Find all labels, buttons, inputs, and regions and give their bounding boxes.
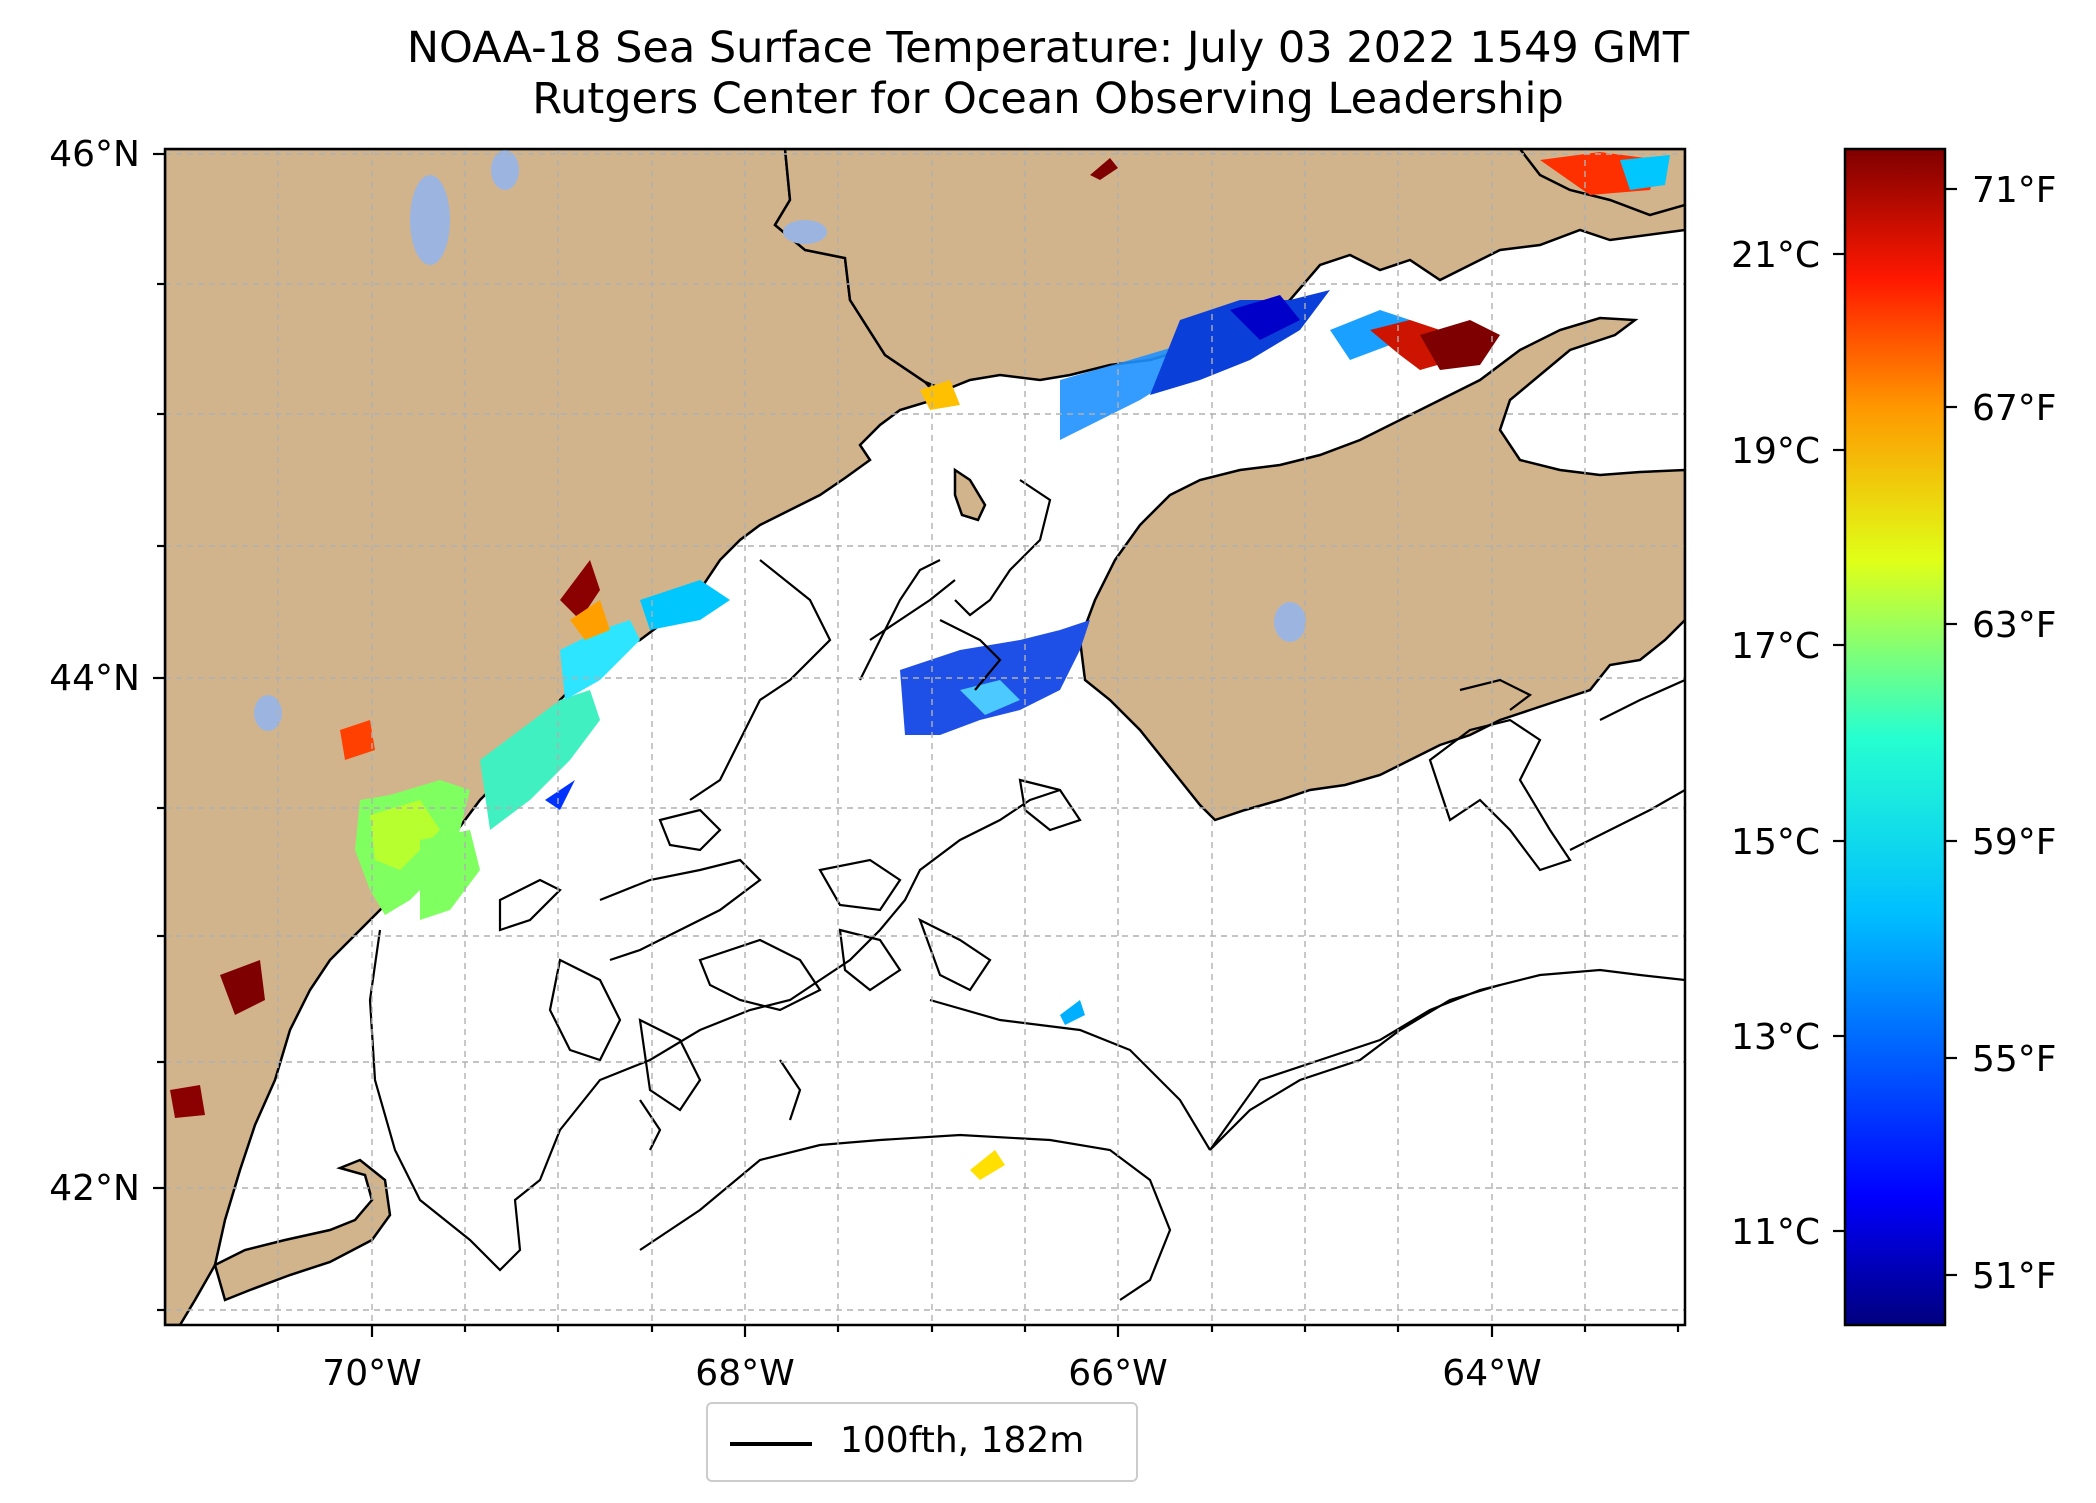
lake-north [491,150,519,190]
map-subtitle: Rutgers Center for Ocean Observing Leade… [532,74,1564,124]
colorbar-f-label-55: 55°F [1972,1039,2057,1080]
colorbar-c-label-15: 15°C [1731,822,1820,863]
isobath-legend: 100fth, 182m [706,1402,1138,1482]
map-frame [163,147,1687,1327]
legend-label: 100fth, 182m [840,1420,1085,1461]
lon-tick-marks [276,1325,1680,1337]
lake-rossignol [1274,602,1306,642]
colorbar-c-label-19: 19°C [1731,431,1820,472]
isobath-contours [368,479,1685,1301]
colorbar-celsius-ticks [1833,252,1845,1233]
colorbar-fahrenheit-ticks [1945,187,1957,1277]
map-title: NOAA-18 Sea Surface Temperature: July 03… [406,23,1690,73]
colorbar-f-label-63: 63°F [1972,605,2057,646]
lat-label-42n: 42°N [49,1168,140,1209]
lon-label-64w: 64°W [1442,1353,1541,1394]
lon-label-68w: 68°W [695,1353,794,1394]
lat-label-46n: 46°N [49,134,140,175]
colorbar-f-label-51: 51°F [1972,1256,2057,1297]
colorbar-c-label-17: 17°C [1731,626,1820,667]
map-gridlines [165,149,1685,1325]
colorbar-f-label-71: 71°F [1972,170,2057,211]
colorbar [1843,147,1947,1327]
colorbar-c-label-21: 21°C [1731,235,1820,276]
lat-label-44n: 44°N [49,658,140,699]
lake-moosehead [410,175,450,265]
lon-label-70w: 70°W [322,1353,421,1394]
land-cape-cod [213,1158,392,1302]
lake-sebago [254,695,282,731]
colorbar-f-label-59: 59°F [1972,822,2057,863]
land-grand-manan [953,467,987,522]
colorbar-c-label-13: 13°C [1731,1017,1820,1058]
colorbar-c-label-11: 11°C [1731,1212,1820,1253]
colorbar-f-label-67: 67°F [1972,388,2057,429]
legend-line-swatch [730,1442,812,1446]
lake-grand [783,220,827,244]
lat-tick-marks [153,152,165,1312]
lon-label-66w: 66°W [1068,1353,1167,1394]
